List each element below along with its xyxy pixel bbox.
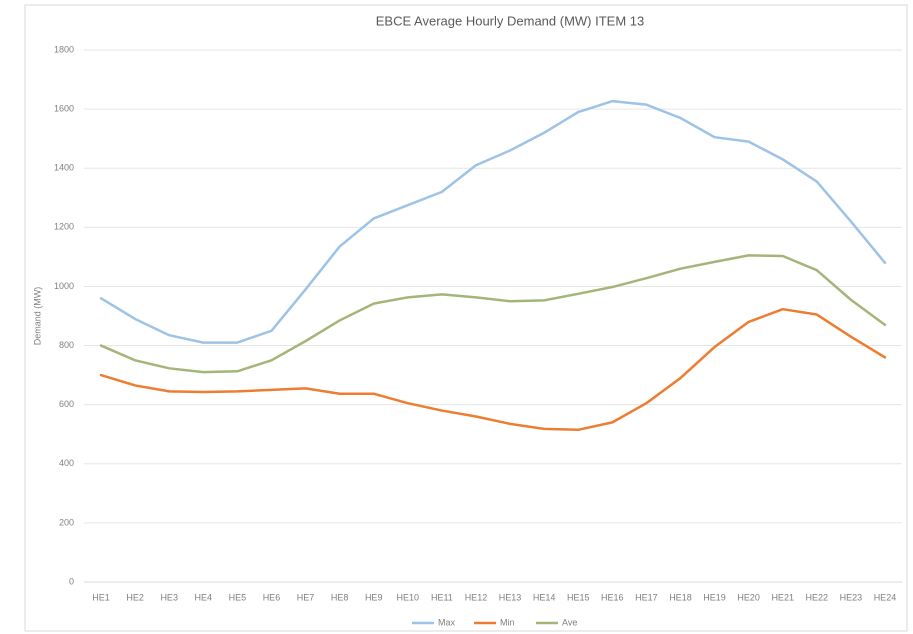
line-series — [99, 254, 887, 374]
x-tick-label: HE19 — [703, 592, 726, 602]
x-tick-label: HE24 — [874, 592, 897, 602]
x-tick-label: HE13 — [499, 592, 522, 602]
line-series — [99, 99, 887, 344]
y-tick-label: 600 — [59, 399, 74, 409]
y-tick-label: 400 — [59, 458, 74, 468]
x-tick-label: HE5 — [229, 592, 247, 602]
x-tick-label: HE23 — [840, 592, 863, 602]
legend-label: Ave — [562, 617, 577, 627]
chart-frame — [24, 4, 908, 632]
x-tick-label: HE14 — [533, 592, 556, 602]
x-tick-label: HE16 — [601, 592, 624, 602]
x-tick-label: HE12 — [465, 592, 488, 602]
y-tick-label: 800 — [59, 340, 74, 350]
x-tick-label: HE8 — [331, 592, 349, 602]
legend-label: Min — [500, 617, 515, 627]
y-axis-label: Demand (MW) — [32, 287, 42, 346]
x-tick-label: HE20 — [737, 592, 760, 602]
x-tick-label: HE2 — [126, 592, 144, 602]
y-tick-label: 1200 — [54, 222, 74, 232]
x-tick-label: HE11 — [431, 592, 453, 602]
x-tick-label: HE21 — [771, 592, 794, 602]
x-tick-label: HE18 — [669, 592, 692, 602]
y-tick-label: 0 — [69, 576, 74, 586]
x-tick-label: HE3 — [160, 592, 178, 602]
x-tick-label: HE4 — [195, 592, 213, 602]
y-tick-label: 1000 — [54, 281, 74, 291]
x-tick-label: HE22 — [806, 592, 829, 602]
x-tick-label: HE10 — [397, 592, 420, 602]
x-tick-label: HE1 — [92, 592, 110, 602]
x-tick-label: HE6 — [263, 592, 281, 602]
chart-title: EBCE Average Hourly Demand (MW) ITEM 13 — [376, 13, 645, 28]
line-series — [99, 307, 887, 432]
x-tick-label: HE9 — [365, 592, 383, 602]
y-tick-label: 1800 — [54, 44, 74, 54]
x-tick-label: HE15 — [567, 592, 590, 602]
legend-label: Max — [438, 617, 456, 627]
x-tick-label: HE7 — [297, 592, 315, 602]
x-tick-label: HE17 — [635, 592, 658, 602]
y-tick-label: 200 — [59, 517, 74, 527]
y-tick-label: 1600 — [54, 103, 74, 113]
y-tick-label: 1400 — [54, 163, 74, 173]
